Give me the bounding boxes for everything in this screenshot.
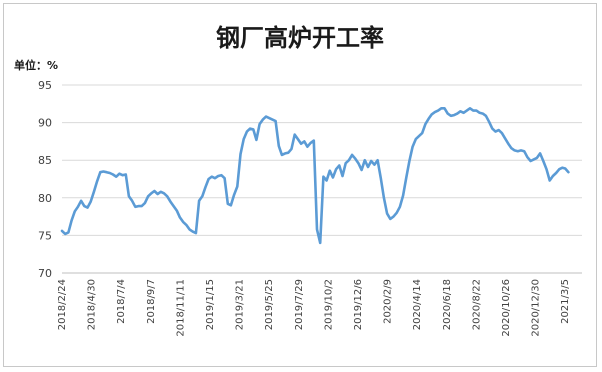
y-tick-label: 85: [38, 154, 52, 167]
y-tick-label: 80: [38, 192, 52, 205]
x-tick-label: 2020/8/22: [471, 279, 482, 330]
chart-title: 钢厂高炉开工率: [216, 23, 384, 52]
x-tick-label: 2019/5/25: [264, 279, 275, 330]
x-tick-label: 2018/9/7: [146, 279, 157, 324]
chart-frame: [3, 3, 597, 367]
x-tick-label: 2018/11/11: [175, 279, 186, 337]
series-line: [60, 107, 570, 245]
x-tick-label: 2020/12/30: [531, 279, 542, 337]
unit-label: 单位：%: [14, 58, 58, 72]
x-tick-label: 2020/4/14: [412, 279, 423, 330]
x-tick-label: 2019/1/15: [205, 279, 216, 330]
x-axis-ticks: 2018/2/24 2018/4/30 2018/7/4 2018/9/7 2018/1…: [57, 279, 571, 337]
y-tick-label: 90: [38, 117, 52, 130]
x-tick-label: 2020/2/9: [383, 279, 394, 324]
x-tick-label: 2019/7/29: [294, 279, 305, 330]
x-tick-label: 2019/10/2: [323, 279, 334, 330]
y-tick-label: 95: [38, 79, 52, 92]
x-tick-label: 2020/10/26: [501, 279, 512, 337]
x-tick-label: 2019/3/21: [235, 279, 246, 330]
y-axis-ticks: 70 75 80 85 90 95: [38, 79, 52, 280]
y-tick-label: 70: [38, 267, 52, 280]
x-tick-label: 2019/12/6: [353, 279, 364, 330]
x-tick-label: 2021/3/5: [560, 279, 571, 324]
x-tick-label: 2018/4/30: [87, 279, 98, 330]
y-tick-label: 75: [38, 229, 52, 242]
x-tick-label: 2018/2/24: [57, 279, 68, 330]
x-tick-label: 2018/7/4: [116, 279, 127, 324]
x-tick-label: 2020/6/18: [442, 279, 453, 330]
